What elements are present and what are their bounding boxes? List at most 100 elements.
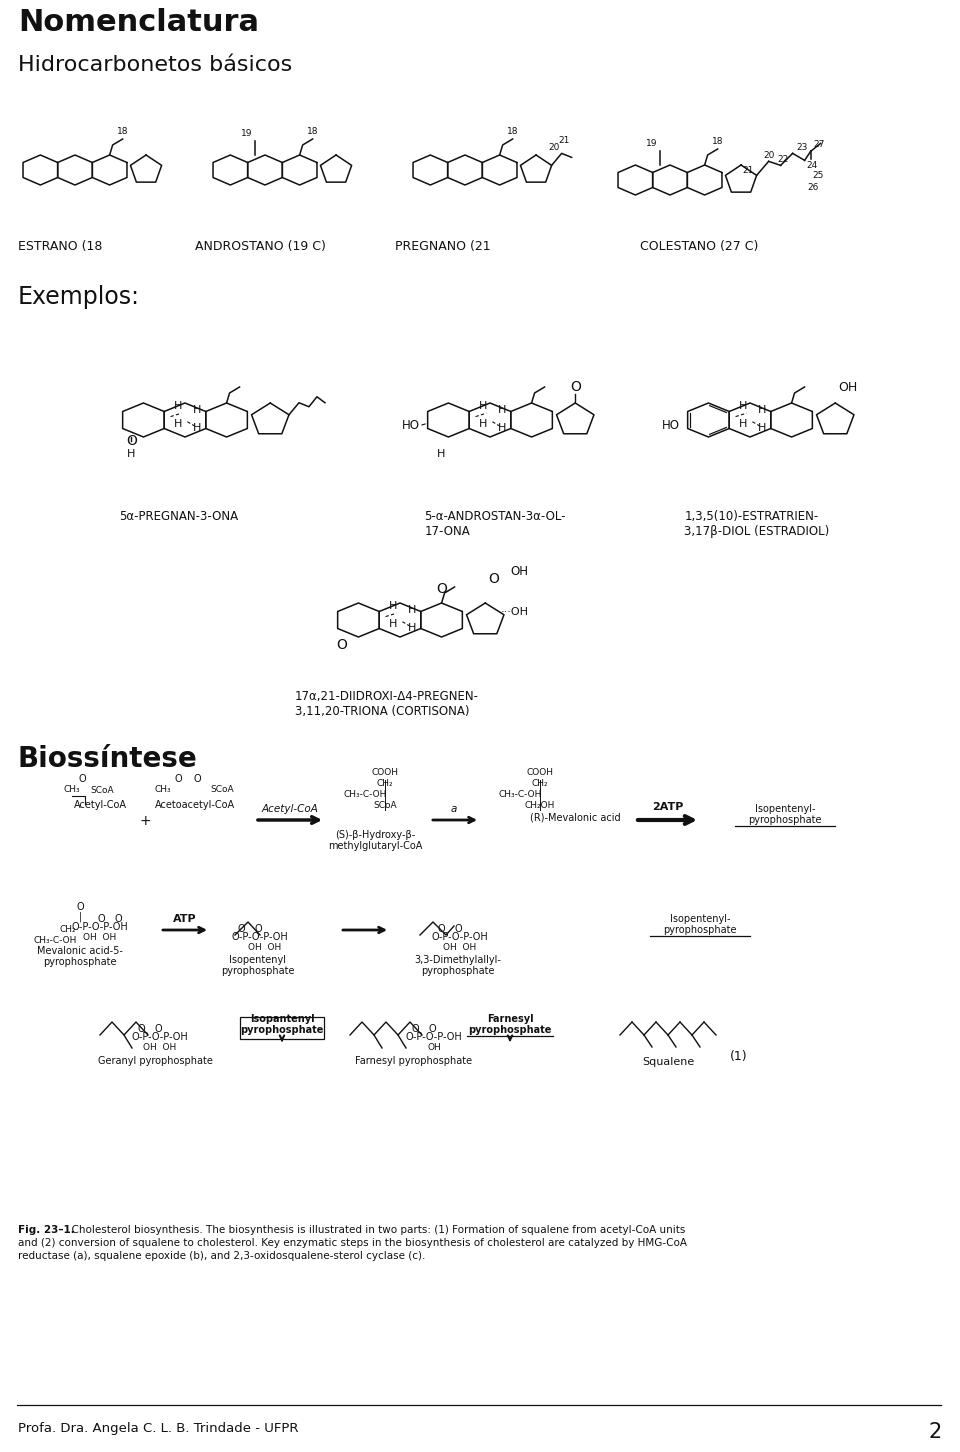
Text: 18: 18 (117, 126, 129, 136)
Text: PREGNANO (21: PREGNANO (21 (395, 240, 491, 253)
Text: OH  OH: OH OH (249, 942, 281, 953)
Text: ANDROSTANO (19 C): ANDROSTANO (19 C) (195, 240, 325, 253)
Text: 25: 25 (812, 171, 824, 180)
Text: CH₂OH: CH₂OH (525, 802, 555, 810)
Text: 2ATP: 2ATP (652, 802, 684, 812)
Text: 20: 20 (763, 151, 775, 160)
Text: H: H (174, 401, 182, 411)
Text: OH  OH: OH OH (84, 934, 116, 942)
Text: 3,17β-DIOL (ESTRADIOL): 3,17β-DIOL (ESTRADIOL) (684, 526, 829, 539)
Text: H: H (174, 420, 182, 430)
Text: pyrophosphate: pyrophosphate (748, 815, 822, 825)
Text: SCoA: SCoA (210, 786, 233, 794)
Text: CH₃-C-OH: CH₃-C-OH (498, 790, 541, 799)
Text: O-P-O-P-OH: O-P-O-P-OH (406, 1032, 463, 1043)
Text: Fig. 23–1.: Fig. 23–1. (18, 1225, 75, 1236)
Text: 2: 2 (928, 1422, 942, 1442)
Text: H: H (193, 405, 202, 415)
Text: Acetoacetyl-CoA: Acetoacetyl-CoA (155, 800, 235, 810)
Text: (R)-Mevalonic acid: (R)-Mevalonic acid (530, 812, 620, 822)
Text: OH: OH (511, 565, 528, 578)
Text: Farnesyl pyrophosphate: Farnesyl pyrophosphate (355, 1056, 472, 1066)
Text: O-P-O-P-OH: O-P-O-P-OH (72, 922, 129, 932)
Text: Acetyl-CoA: Acetyl-CoA (74, 800, 127, 810)
Text: 19: 19 (241, 129, 252, 138)
Text: OH: OH (427, 1043, 441, 1053)
Text: O   O: O O (137, 1024, 162, 1034)
Text: H: H (738, 420, 747, 430)
Text: 20: 20 (548, 144, 560, 152)
Text: Mevalonic acid-5-: Mevalonic acid-5- (37, 947, 123, 955)
Text: O-P-O-P-OH: O-P-O-P-OH (132, 1032, 188, 1043)
Text: 18: 18 (712, 136, 724, 147)
Text: O   O: O O (238, 923, 262, 934)
Text: COOH: COOH (526, 768, 554, 777)
Text: CH₃: CH₃ (155, 786, 171, 794)
Text: O: O (488, 572, 498, 587)
Text: 23: 23 (797, 144, 808, 152)
Text: 5α-PREGNAN-3-ONA: 5α-PREGNAN-3-ONA (119, 510, 238, 523)
Text: H: H (498, 423, 506, 433)
Text: Isopentenyl: Isopentenyl (229, 955, 286, 966)
Text: a: a (451, 804, 457, 815)
Text: Squalene: Squalene (642, 1057, 694, 1067)
Text: SCoA: SCoA (90, 786, 113, 796)
Text: 17α,21-DIIDROXI-Δ4-PREGNEN-: 17α,21-DIIDROXI-Δ4-PREGNEN- (295, 690, 479, 703)
Text: HO: HO (661, 418, 680, 431)
Text: O: O (570, 380, 581, 393)
Text: O-P-O-P-OH: O-P-O-P-OH (231, 932, 288, 942)
Text: O   O: O O (98, 913, 122, 923)
Text: SCoA: SCoA (373, 802, 396, 810)
Text: ESTRANO (18: ESTRANO (18 (18, 240, 103, 253)
Text: Biossíntese: Biossíntese (18, 745, 198, 772)
Text: CH₃-C-OH: CH₃-C-OH (34, 937, 77, 945)
Text: pyrophosphate: pyrophosphate (221, 966, 295, 976)
Text: pyrophosphate: pyrophosphate (43, 957, 117, 967)
Text: OH: OH (838, 380, 857, 393)
Text: O: O (126, 434, 137, 449)
Text: methylglutaryl-CoA: methylglutaryl-CoA (327, 841, 422, 851)
Text: O   O: O O (438, 923, 463, 934)
Text: pyrophosphate: pyrophosphate (421, 966, 494, 976)
Text: ···OH: ···OH (501, 607, 529, 617)
Text: 3,11,20-TRIONA (CORTISONA): 3,11,20-TRIONA (CORTISONA) (295, 706, 469, 717)
Text: (S)-β-Hydroxy-β-: (S)-β-Hydroxy-β- (335, 831, 415, 841)
Text: H: H (389, 601, 397, 611)
Text: HO: HO (401, 418, 420, 431)
Text: H: H (193, 423, 202, 433)
Text: 17-ONA: 17-ONA (424, 526, 470, 539)
Text: 3,3-Dimethylallyl-: 3,3-Dimethylallyl- (415, 955, 501, 966)
Text: CH₂: CH₂ (60, 925, 76, 934)
Text: and (2) conversion of squalene to cholesterol. Key enzymatic steps in the biosyn: and (2) conversion of squalene to choles… (18, 1239, 687, 1249)
Text: H: H (408, 605, 417, 614)
Text: H: H (498, 405, 506, 415)
Text: 21: 21 (558, 136, 569, 145)
Text: ATP: ATP (173, 913, 197, 923)
Text: H: H (757, 423, 766, 433)
Text: O: O (436, 582, 447, 595)
Text: Nomenclatura: Nomenclatura (18, 9, 259, 36)
Text: H: H (479, 420, 487, 430)
Text: O: O (336, 637, 347, 652)
Text: (1): (1) (730, 1050, 748, 1063)
Text: 27: 27 (814, 141, 825, 150)
Text: O: O (78, 774, 85, 784)
Text: 22: 22 (777, 155, 788, 164)
Text: H: H (408, 623, 417, 633)
Text: O: O (76, 902, 84, 912)
Text: H: H (389, 619, 397, 629)
Text: 1,3,5(10)-ESTRATRIEN-: 1,3,5(10)-ESTRATRIEN- (684, 510, 819, 523)
Text: 18: 18 (507, 126, 518, 136)
Text: Isopantenyl: Isopantenyl (250, 1013, 314, 1024)
Text: +: + (139, 815, 151, 828)
Text: CH₂: CH₂ (532, 780, 548, 788)
Text: OH  OH: OH OH (143, 1043, 177, 1053)
Text: Hidrocarbonetos básicos: Hidrocarbonetos básicos (18, 55, 292, 76)
Text: CH₃-C-OH: CH₃-C-OH (344, 790, 387, 799)
Text: O   O: O O (412, 1024, 436, 1034)
Text: pyrophosphate: pyrophosphate (663, 925, 736, 935)
Text: Exemplos:: Exemplos: (18, 285, 140, 309)
Text: 26: 26 (807, 183, 818, 192)
Text: 19: 19 (645, 139, 657, 148)
Text: CH₃: CH₃ (63, 786, 81, 794)
